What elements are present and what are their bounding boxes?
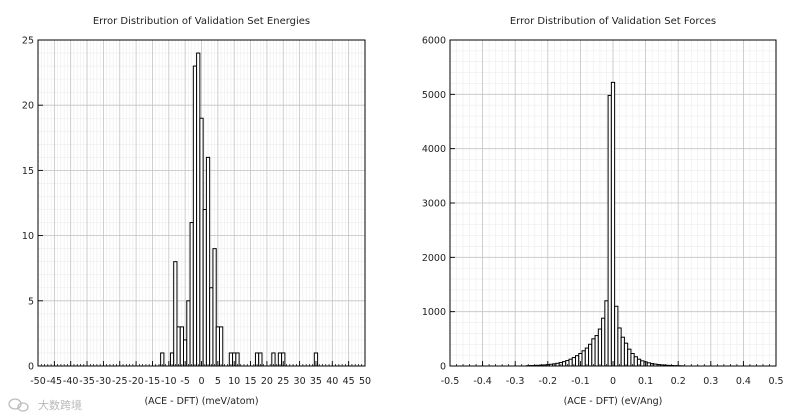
y-tick-label: 0 <box>28 362 34 373</box>
x-tick-label: 0.1 <box>638 376 653 387</box>
chart-1: -50 -45 -40 -35 -30 -25 -20 -15 -10 -5 0 5 10 15 20 25 3… <box>22 16 371 407</box>
x-tick-label: 35 <box>310 376 322 387</box>
y-tick-label: 20 <box>22 101 34 112</box>
y-tick-label: 6000 <box>422 36 446 47</box>
x-tick-label: -15 <box>145 376 161 387</box>
x-tick-label: -5 <box>180 376 189 387</box>
x-tick-label: -0.5 <box>441 376 460 387</box>
x-tick-label: 40 <box>326 376 338 387</box>
y-tick-label: 25 <box>22 36 34 47</box>
x-tick-label: -40 <box>63 376 79 387</box>
y-tick-label: 3000 <box>422 199 446 210</box>
x-tick-label: 0 <box>610 376 616 387</box>
y-tick-label: 0 <box>440 362 446 373</box>
x-tick-label: 5 <box>215 376 221 387</box>
y-tick-label: 5 <box>28 296 34 307</box>
x-tick-label: -35 <box>79 376 95 387</box>
x-tick-label: 10 <box>228 376 240 387</box>
y-tick-label: 2000 <box>422 253 446 264</box>
histogram-bar <box>218 326 224 367</box>
x-axis-label: (ACE - DFT) (meV/atom) <box>144 396 258 407</box>
x-tick-label: 45 <box>343 376 355 387</box>
y-tick-label: 15 <box>22 166 34 177</box>
x-tick-label: 30 <box>294 376 306 387</box>
x-tick-label: -45 <box>47 376 63 387</box>
x-tick-label: -20 <box>128 376 144 387</box>
x-tick-label: 0.5 <box>768 376 783 387</box>
x-tick-label: 0.2 <box>671 376 686 387</box>
x-tick-label: -0.1 <box>571 376 590 387</box>
x-tick-label: 15 <box>245 376 257 387</box>
watermark-text: 大数跨境 <box>38 398 82 412</box>
x-tick-label: 25 <box>277 376 289 387</box>
watermark: 大数跨境 <box>8 398 82 412</box>
x-tick-label: 0 <box>198 376 204 387</box>
x-tick-label: 50 <box>359 376 371 387</box>
wechat-logo-icon <box>8 398 29 412</box>
y-tick-label: 10 <box>22 231 34 242</box>
x-tick-label: 0.3 <box>703 376 718 387</box>
chart-title: Error Distribution of Validation Set Ene… <box>93 16 310 27</box>
x-tick-label: -0.2 <box>539 376 558 387</box>
y-tick-label: 4000 <box>422 144 446 155</box>
bars <box>526 81 684 367</box>
y-tick-label: 5000 <box>422 90 446 101</box>
y-tick-label: 1000 <box>422 307 446 318</box>
chart-title: Error Distribution of Validation Set For… <box>510 16 716 27</box>
x-tick-label: -25 <box>112 376 128 387</box>
x-tick-label: -0.3 <box>506 376 525 387</box>
tick-marks <box>37 39 366 367</box>
chart-2: -0.5 -0.4 -0.3 -0.2 -0.1 0 0.1 0.2 0.3 0.4 0.5 0 100… <box>422 16 784 407</box>
x-tick-label: -0.4 <box>473 376 492 387</box>
x-axis-label: (ACE - DFT) (eV/Ang) <box>564 396 663 407</box>
x-tick-label: 0.4 <box>736 376 751 387</box>
tick-marks <box>449 39 777 367</box>
major-grid <box>37 39 366 367</box>
x-tick-label: -50 <box>30 376 46 387</box>
x-tick-label: 20 <box>261 376 273 387</box>
x-tick-label: -10 <box>161 376 177 387</box>
x-tick-label: -30 <box>96 376 112 387</box>
